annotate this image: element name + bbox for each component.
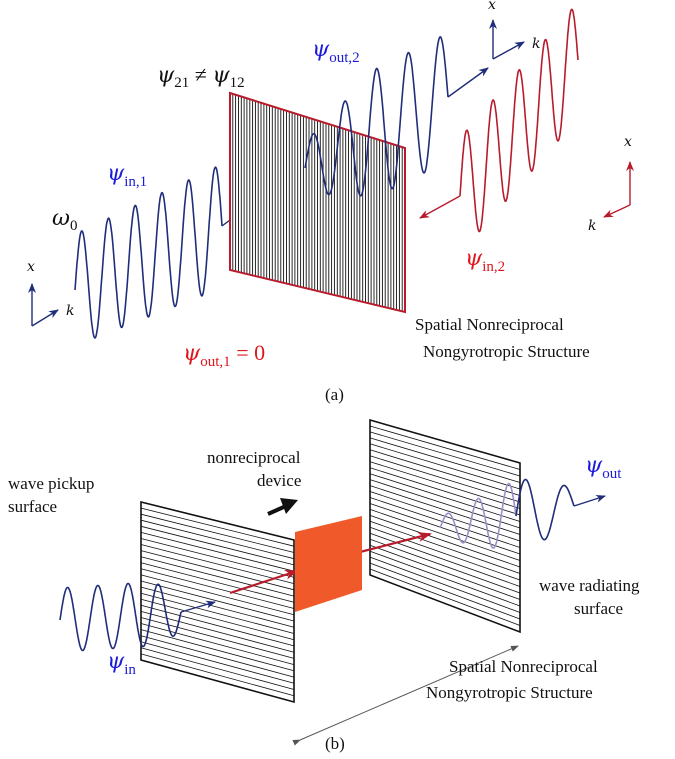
hatch-line	[369, 562, 521, 620]
hatch-line	[369, 425, 521, 470]
psi-in-2-label: ψin,2	[465, 246, 505, 275]
hatch-line	[140, 556, 295, 597]
hatch-line	[369, 449, 521, 496]
panel-b-label: (b)	[325, 734, 345, 753]
hatch-line	[140, 532, 295, 572]
pickup-label-line1: wave pickup	[8, 474, 94, 493]
hatch-line	[140, 538, 295, 578]
device-label-line1: nonreciprocal	[207, 448, 301, 467]
hatch-line	[369, 443, 521, 490]
hatch-line	[140, 507, 295, 547]
hatch-line	[369, 568, 521, 626]
hatch-line	[369, 485, 521, 535]
hatch-line	[140, 574, 295, 616]
axis-k-label-right: k	[588, 218, 596, 234]
psi-in-1-label: ψin,1	[107, 161, 147, 190]
metasurface-slab	[229, 91, 406, 314]
hatch-line	[140, 550, 295, 591]
hatch-line	[369, 520, 521, 574]
hatch-line	[369, 556, 521, 613]
hatch-line	[369, 544, 521, 600]
hatch-line	[369, 479, 521, 529]
hatch-line	[140, 629, 295, 672]
hatch-line	[369, 497, 521, 548]
hatch-line	[140, 586, 295, 628]
hatch-line	[140, 617, 295, 659]
panel-a-label: (a)	[325, 385, 344, 404]
hatch-line	[369, 455, 521, 503]
structure-label-a-line1: Spatial Nonreciprocal	[415, 315, 564, 334]
structure-label-b-line2: Nongyrotropic Structure	[426, 683, 593, 702]
wave-out-2-arrow	[447, 67, 489, 98]
hatch-line	[140, 580, 295, 622]
axis-triad-top	[489, 19, 525, 60]
hatch-line	[140, 544, 295, 584]
psi-out-2-label: ψout,2	[312, 37, 360, 66]
structure-span-arrow	[292, 645, 519, 746]
psi-out-1-label: ψout,1 = 0	[183, 340, 265, 370]
pickup-label-line2: surface	[8, 497, 57, 516]
wave-out-b-faded	[439, 482, 517, 549]
hatch-line	[369, 473, 521, 522]
radiating-label-line2: surface	[574, 599, 623, 618]
device-pointer-arrow	[267, 498, 298, 516]
hatch-line	[140, 562, 295, 603]
nonreciprocal-device	[295, 516, 362, 612]
panel-b: wave pickup surface nonreciprocal device…	[8, 418, 640, 753]
device-label-line2: device	[257, 471, 301, 490]
axis-triad-left	[28, 283, 59, 327]
omega-label: ω0	[52, 206, 77, 234]
hatch-line	[140, 592, 295, 634]
radiating-surface	[369, 418, 521, 634]
wave-out-2	[304, 36, 449, 197]
hatch-line	[369, 509, 521, 561]
axis-k-label-top: k	[532, 36, 540, 52]
wave-in-b	[59, 582, 182, 652]
hatch-line	[140, 653, 295, 697]
structure-label-a-line2: Nongyrotropic Structure	[423, 342, 590, 361]
axis-x-label-left: x	[27, 259, 35, 275]
hatch-line	[140, 641, 295, 684]
pickup-surface	[140, 500, 295, 704]
hatch-line	[369, 431, 521, 477]
psi-out-label: ψout	[585, 453, 622, 482]
wave-in-1	[74, 166, 223, 339]
hatch-line	[140, 525, 295, 566]
hatch-line	[369, 437, 521, 483]
axis-x-label-right: x	[624, 134, 632, 150]
axis-triad-right	[603, 161, 634, 218]
wave-in-2	[459, 8, 579, 233]
hatch-line	[140, 623, 295, 665]
hatch-line	[140, 598, 295, 641]
psi-in-label: ψin	[107, 649, 136, 678]
signal-arrow-1	[229, 569, 299, 595]
panel-a: x k x k x k ω0 ψin,1 ψ21 ≠ ψ12 ψout,2 ψi…	[27, 0, 634, 404]
hatch-line	[369, 515, 521, 568]
hatch-line	[140, 647, 295, 690]
signal-arrow-2	[359, 532, 432, 554]
hatch-line	[140, 519, 295, 560]
wave-out-b	[515, 478, 575, 541]
axis-x-label-top: x	[488, 0, 496, 13]
hatch-line	[140, 568, 295, 609]
axis-k-label-left: k	[66, 303, 74, 319]
hatch-line	[369, 538, 521, 594]
wave-in-2-arrow	[419, 195, 461, 219]
wave-in-b-arrow	[180, 600, 216, 613]
hatch-line	[369, 467, 521, 516]
hatch-line	[140, 513, 295, 553]
hatch-line	[369, 550, 521, 607]
radiating-label-line1: wave radiating	[539, 576, 640, 595]
reciprocity-relation: ψ21 ≠ ψ12	[157, 62, 245, 91]
hatch-line	[369, 526, 521, 581]
hatch-line	[369, 461, 521, 509]
structure-label-b-line1: Spatial Nonreciprocal	[449, 657, 598, 676]
hatch-line	[140, 635, 295, 678]
wave-out-b-arrow	[573, 494, 606, 507]
